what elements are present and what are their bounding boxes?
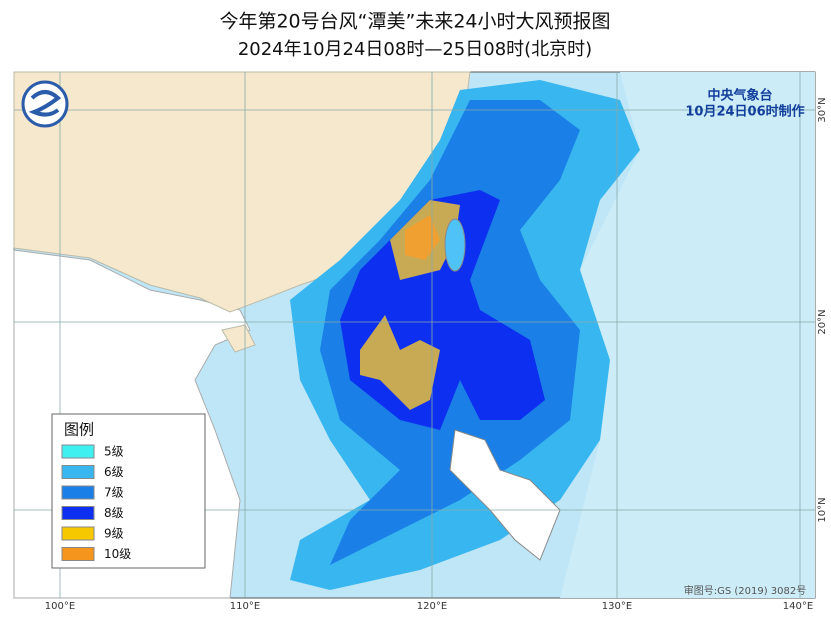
- lon-label: 130°E: [602, 601, 632, 612]
- graticule: [14, 72, 815, 598]
- legend-swatch: [61, 547, 95, 561]
- map: [13, 71, 816, 599]
- lon-label: 140°E: [783, 601, 813, 612]
- legend-swatch: [61, 465, 95, 479]
- subtitle: 2024年10月24日08时—25日08时(北京时): [238, 39, 592, 60]
- legend: 图例 5级 6级 7级 8级 9级 10级: [51, 413, 206, 569]
- legend-swatch: [61, 485, 95, 500]
- legend-label: 6级: [104, 465, 124, 479]
- lon-label: 100°E: [45, 601, 75, 612]
- philippines: [449, 429, 561, 561]
- lat-label: 20°N: [817, 309, 828, 334]
- zone-9: [360, 315, 440, 410]
- taiwan: [444, 218, 466, 272]
- logo: [21, 80, 69, 128]
- lon-label: 120°E: [417, 601, 447, 612]
- outer-sea: [560, 72, 815, 598]
- lon-label: 110°E: [230, 601, 260, 612]
- legend-swatch: [61, 526, 95, 541]
- issued: 10月24日06时制作: [685, 104, 804, 120]
- legend-swatch: [61, 444, 95, 459]
- footer: 审图号:GS (2019) 3082号: [684, 584, 807, 597]
- logo-mark: [28, 90, 62, 117]
- legend-swatch: [61, 506, 95, 520]
- legend-label: 9级: [104, 527, 124, 541]
- title: 今年第20号台风“潭美”未来24小时大风预报图: [219, 11, 610, 33]
- legend-label: 10级: [104, 547, 131, 561]
- legend-title: 图例: [64, 421, 94, 439]
- hainan: [221, 324, 256, 353]
- lat-label: 30°N: [817, 97, 828, 122]
- legend-label: 5级: [104, 445, 124, 459]
- agency: 中央气象台: [707, 88, 772, 104]
- lat-label: 10°N: [817, 497, 828, 522]
- legend-label: 8级: [104, 506, 124, 520]
- zone-10: [405, 215, 440, 260]
- legend-label: 7级: [104, 486, 124, 500]
